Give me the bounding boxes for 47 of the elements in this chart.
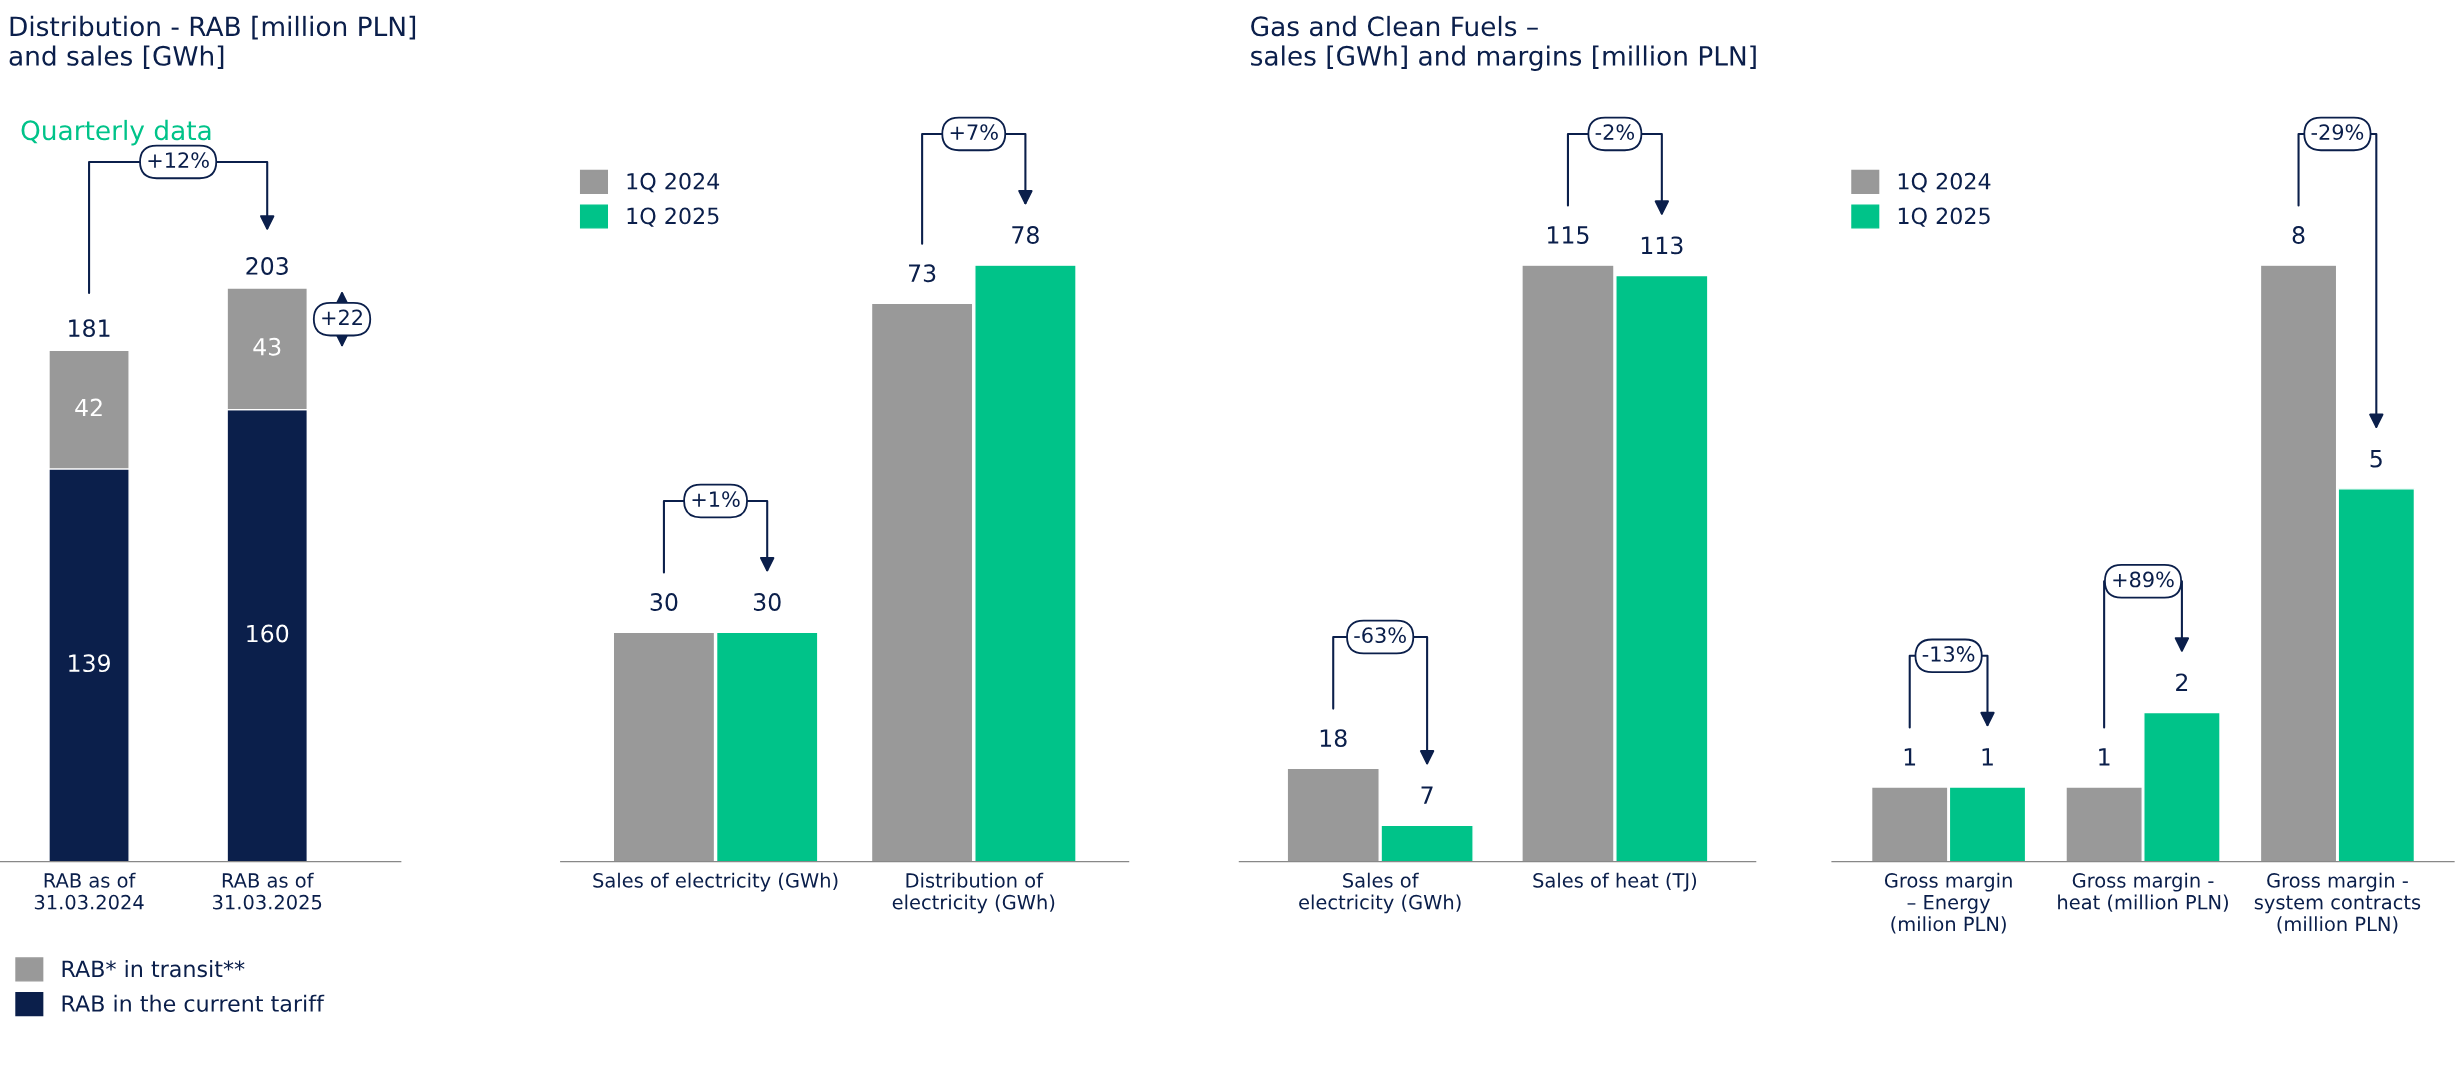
- legend-label: 1Q 2025: [1898, 207, 1990, 227]
- chart-title: Distribution - RAB [million PLN] and sales [GWh]: [9, 15, 416, 69]
- data-label: 18: [1320, 729, 1347, 747]
- legend-label: 1Q 2024: [1898, 172, 1991, 193]
- x-tick-label: Sales of electricity (GWh): [593, 872, 838, 892]
- annotation: -63%: [1354, 627, 1406, 644]
- chart-title: Gas and Clean Fuels – sales [GWh] and margins [million PLN]: [1251, 15, 1756, 71]
- legend-label: RAB* in transit**: [62, 960, 245, 978]
- data-label: 30: [753, 593, 781, 611]
- x-tick-label: Sales of heat (TJ): [1533, 872, 1697, 892]
- data-label: 139: [69, 654, 110, 673]
- x-tick-label: Sales of electricity (GWh): [1299, 872, 1461, 914]
- data-label: 78: [1012, 226, 1039, 244]
- text: +12%: [148, 152, 209, 168]
- data-label: 1: [2099, 748, 2110, 766]
- annotation: -13%: [1922, 646, 1975, 662]
- text: -29%: [2311, 124, 2364, 140]
- data-label: 160: [247, 624, 289, 643]
- legend-label: 1Q 2024: [627, 172, 720, 193]
- annotation: +89%: [2113, 571, 2174, 588]
- data-label: 115: [1548, 226, 1589, 244]
- legend-label: RAB in the current tariff: [62, 994, 325, 1012]
- chart-subtitle: Quarterly data: [21, 119, 211, 146]
- text: +7%: [950, 124, 998, 140]
- data-label: 1: [1904, 748, 1916, 766]
- data-label: 43: [253, 337, 281, 356]
- legend-label: 1Q 2025: [627, 207, 719, 227]
- x-tick-label: Gross margin - heat (million PLN): [2058, 872, 2228, 912]
- data-label: 1: [1982, 748, 1993, 766]
- x-tick-label: Gross margin - system contracts (million PLN): [2254, 872, 2421, 934]
- data-label: 8: [2292, 226, 2305, 244]
- x-tick-label: Distribution of electricity (GWh): [892, 872, 1055, 914]
- data-label: 7: [1421, 786, 1433, 804]
- data-label: 2: [2176, 673, 2188, 691]
- annotation: +1%: [692, 491, 740, 508]
- total-label: 203: [246, 257, 288, 275]
- data-label: 73: [909, 264, 936, 283]
- data-label: 113: [1641, 236, 1683, 255]
- text: -2%: [1595, 124, 1635, 140]
- data-label: 42: [75, 398, 102, 417]
- annotation: +22: [322, 309, 362, 325]
- x-tick-label: RAB as of 31.03.2024: [34, 872, 144, 910]
- data-label: 30: [650, 593, 678, 611]
- x-tick-label: Gross margin – Energy (milion PLN): [1884, 872, 2012, 934]
- data-label: 5: [2370, 450, 2382, 468]
- x-tick-label: RAB as of 31.03.2025: [213, 872, 322, 910]
- total-label: 181: [69, 319, 110, 338]
